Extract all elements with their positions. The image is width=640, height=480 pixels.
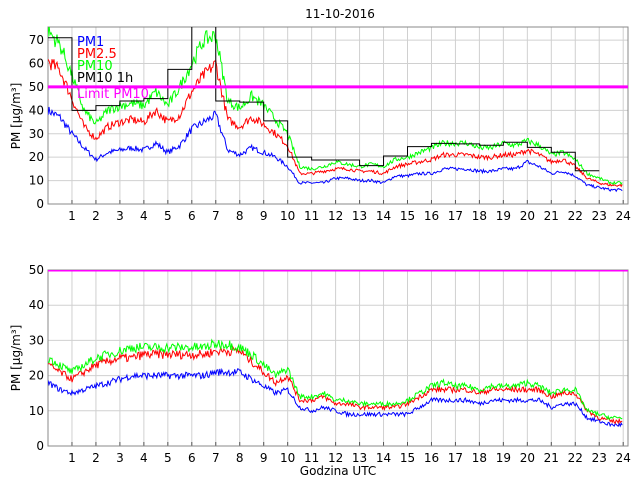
y-tick-label: 30 xyxy=(29,127,44,141)
y-tick-label: 10 xyxy=(29,174,44,188)
y-axis-label: PM [µg/m³] xyxy=(9,325,23,392)
y-tick-label: 30 xyxy=(29,333,44,347)
plot-frame xyxy=(47,269,629,447)
y-tick-label: 10 xyxy=(29,404,44,418)
x-tick-label: 15 xyxy=(400,209,415,223)
top-plot: 1 2 3 4 5 6 7 8 9 10 11 12 13 14 15 16 17 18 19 20 21 22 23 240… xyxy=(9,26,631,223)
x-tick-label: 10 xyxy=(280,451,295,465)
x-tick-label: 2 xyxy=(92,451,100,465)
series-pm1 xyxy=(48,106,623,193)
series-pm1 xyxy=(48,367,623,428)
x-tick-label: 11 xyxy=(304,209,319,223)
series-pm2-5 xyxy=(48,59,623,188)
x-tick-label: 14 xyxy=(376,451,391,465)
x-tick-label: 2 xyxy=(92,209,100,223)
x-tick-label: 20 xyxy=(520,451,535,465)
x-tick-label: 20 xyxy=(520,209,535,223)
x-tick-label: 13 xyxy=(352,209,367,223)
y-tick-label: 70 xyxy=(29,33,44,47)
y-tick-label: 0 xyxy=(36,439,44,453)
y-tick-label: 40 xyxy=(29,298,44,312)
x-tick-label: 1 xyxy=(68,451,76,465)
x-tick-label: 16 xyxy=(424,209,439,223)
x-tick-label: 17 xyxy=(448,451,463,465)
x-tick-label: 18 xyxy=(472,209,487,223)
x-tick-label: 12 xyxy=(328,209,343,223)
x-tick-label: 6 xyxy=(188,451,196,465)
x-tick-label: 7 xyxy=(212,209,220,223)
x-tick-label: 18 xyxy=(472,451,487,465)
x-tick-label: 5 xyxy=(164,451,172,465)
x-tick-label: 3 xyxy=(116,451,124,465)
legend-pm10: PM10 xyxy=(77,59,113,74)
x-axis-label: Godzina UTC xyxy=(300,464,376,478)
x-tick-label: 8 xyxy=(236,451,244,465)
x-tick-label: 6 xyxy=(188,209,196,223)
x-tick-label: 5 xyxy=(164,209,172,223)
legend-pm10-1h: PM10 1h xyxy=(77,71,133,86)
x-tick-label: 23 xyxy=(592,209,607,223)
y-tick-label: 40 xyxy=(29,103,44,117)
x-tick-label: 24 xyxy=(616,451,631,465)
x-tick-label: 12 xyxy=(328,451,343,465)
x-tick-label: 13 xyxy=(352,451,367,465)
x-tick-label: 16 xyxy=(424,451,439,465)
plot-frame xyxy=(47,26,629,205)
series-pm10 xyxy=(48,27,623,186)
y-tick-label: 20 xyxy=(29,150,44,164)
x-tick-label: 3 xyxy=(116,209,124,223)
x-tick-label: 11 xyxy=(304,451,319,465)
x-tick-label: 7 xyxy=(212,451,220,465)
chart-title: 11-10-2016 xyxy=(305,7,375,21)
x-tick-label: 4 xyxy=(140,451,148,465)
x-tick-label: 23 xyxy=(592,451,607,465)
legend: PM1 PM2.5 PM10 PM10 1h Limit PM10 xyxy=(77,35,149,102)
x-tick-label: 9 xyxy=(260,209,268,223)
y-tick-label: 60 xyxy=(29,57,44,71)
y-axis-label: PM [µg/m³] xyxy=(9,83,23,150)
x-tick-label: 19 xyxy=(496,209,511,223)
series-pm10-1h xyxy=(48,27,600,172)
x-tick-label: 9 xyxy=(260,451,268,465)
x-tick-label: 21 xyxy=(544,209,559,223)
y-tick-label: 50 xyxy=(29,80,44,94)
y-tick-label: 0 xyxy=(36,197,44,211)
x-tick-label: 22 xyxy=(568,451,583,465)
legend-pm25: PM2.5 xyxy=(77,47,117,62)
x-tick-label: 24 xyxy=(616,209,631,223)
x-tick-label: 15 xyxy=(400,451,415,465)
x-tick-label: 4 xyxy=(140,209,148,223)
legend-limit-pm10: Limit PM10 xyxy=(77,87,149,102)
x-tick-label: 17 xyxy=(448,209,463,223)
bottom-plot: 1 2 3 4 5 6 7 8 9 10 11 12 13 14 15 16 17 18 19 20 21 22 23 240… xyxy=(9,263,631,465)
series-pm2-5 xyxy=(48,345,623,425)
y-tick-label: 50 xyxy=(29,263,44,277)
x-tick-label: 8 xyxy=(236,209,244,223)
x-tick-label: 21 xyxy=(544,451,559,465)
x-tick-label: 19 xyxy=(496,451,511,465)
x-tick-label: 22 xyxy=(568,209,583,223)
y-tick-label: 20 xyxy=(29,369,44,383)
legend-pm1: PM1 xyxy=(77,35,104,50)
x-tick-label: 10 xyxy=(280,209,295,223)
series-pm10 xyxy=(48,338,623,421)
x-tick-label: 14 xyxy=(376,209,391,223)
x-tick-label: 1 xyxy=(68,209,76,223)
